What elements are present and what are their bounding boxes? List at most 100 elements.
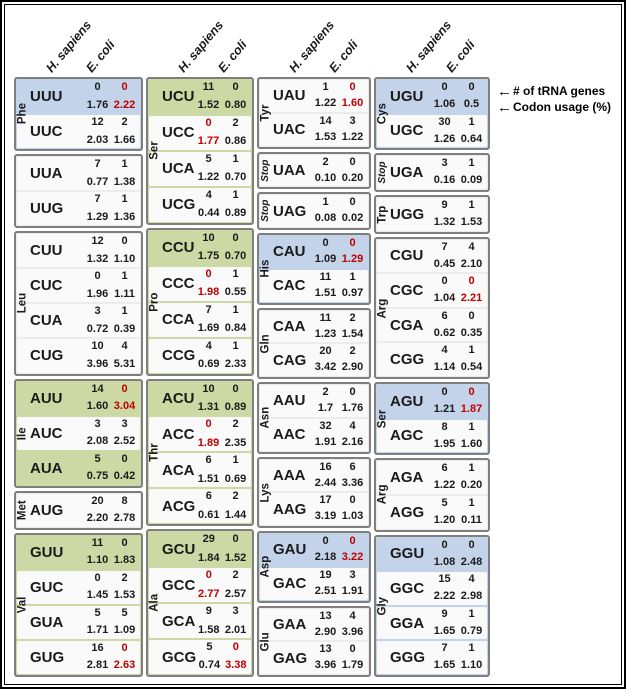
ec-trna-count: 1 (468, 496, 475, 509)
amino-acid-label: Ile (16, 426, 29, 440)
ec-codon-usage: 0.97 (341, 286, 364, 299)
ec-trna-count: 0 (232, 382, 239, 395)
hs-trna-count: 19 (319, 568, 332, 581)
codon-row-aaa: AAA 16 2.44 6 3.36 (260, 459, 368, 492)
hs-trna-count: 7 (205, 303, 212, 316)
hs-values: 1 0.08 (312, 195, 339, 227)
codon-label: AUA (30, 459, 63, 477)
hs-values: 32 1.91 (312, 419, 339, 451)
species-label-ecoli: E. coli (443, 37, 478, 75)
hs-codon-usage: 1.52 (197, 99, 220, 112)
codon-row-gug: GUG 16 2.81 0 2.63 (17, 640, 140, 674)
hs-codon-usage: 2.51 (314, 584, 337, 597)
codon-label: GUU (30, 543, 64, 561)
codon-row-uca: UCA 5 1.22 1 0.70 (149, 151, 251, 186)
ec-trna-count: 0 (121, 382, 128, 395)
codon-label: CUC (30, 277, 63, 295)
hs-trna-count: 0 (441, 81, 448, 93)
ec-codon-usage: 0.20 (460, 479, 483, 492)
ec-values: 3 1.91 (339, 568, 366, 600)
ec-values: 0 1.87 (458, 385, 485, 418)
codon-row-ugg: UGG 9 1.32 1 1.53 (377, 197, 487, 231)
hs-trna-count: 5 (205, 152, 212, 165)
ec-codon-usage: 2.22 (113, 98, 136, 111)
ec-trna-count: 0 (349, 196, 356, 209)
codon-row-gcu: GCU 29 1.84 0 1.52 (149, 532, 251, 566)
amino-acid-label: Asp (259, 555, 272, 578)
codon-label: CGA (390, 316, 424, 334)
ec-trna-count: 4 (349, 419, 356, 432)
ec-trna-count: 0 (349, 155, 356, 168)
ec-trna-count: 1 (232, 267, 239, 280)
hs-trna-count: 17 (319, 494, 332, 507)
ec-values: 3 1.22 (339, 114, 366, 146)
hs-values: 0 1.76 (84, 80, 111, 113)
ec-trna-count: 4 (468, 573, 475, 586)
ec-values: 0 0.70 (222, 231, 249, 265)
codon-row-cua: CUA 3 0.72 1 0.39 (17, 304, 140, 338)
hs-trna-count: 30 (438, 115, 451, 128)
ec-trna-count: 0 (468, 309, 475, 322)
codon-row-cau: CAU 0 1.09 0 1.29 (260, 236, 368, 268)
ec-trna-count: 1 (121, 193, 128, 206)
codon-row-aca: ACA 6 1.51 1 0.69 (149, 453, 251, 488)
ec-values: 1 0.79 (458, 607, 485, 640)
codon-row-cug: CUG 10 3.96 4 5.31 (17, 339, 140, 373)
hs-codon-usage: 0.69 (198, 357, 220, 370)
hs-codon-usage: 1.20 (433, 513, 456, 526)
ec-trna-count: 2 (349, 345, 356, 358)
hs-codon-usage: 1.96 (86, 287, 109, 300)
hs-trna-count: 20 (91, 494, 104, 507)
hs-values: 9 1.58 (195, 604, 222, 638)
ec-values: 2 2.35 (222, 417, 249, 451)
hs-trna-count: 0 (94, 571, 101, 584)
codon-row-agc: AGC 8 1.95 1 1.60 (377, 419, 487, 453)
codon-row-gua: GUA 5 1.71 5 1.09 (17, 605, 140, 639)
ec-values: 0 1.83 (111, 536, 138, 569)
hs-codon-usage: 0.62 (433, 326, 456, 339)
ec-trna-count: 1 (468, 198, 475, 211)
left-arrow-icon: ← (497, 82, 512, 100)
hs-values: 0 1.06 (431, 80, 458, 113)
hs-codon-usage: 1.23 (314, 327, 337, 340)
ec-codon-usage: 2.35 (224, 436, 247, 449)
codon-row-aau: AAU 2 1.7 0 1.76 (260, 385, 368, 417)
hs-trna-count: 0 (94, 270, 101, 283)
hs-values: 19 2.51 (312, 568, 339, 600)
hs-values: 0 1.77 (195, 116, 222, 150)
codon-box-asp-gau: Asp GAU 0 2.18 0 3.22 GAC 19 2.51 3 1.91 (257, 531, 371, 603)
hs-codon-usage: 1.75 (197, 250, 220, 263)
codon-label: ACU (162, 389, 195, 407)
ec-values: 4 5.31 (111, 339, 138, 372)
hs-codon-usage: 0.75 (86, 470, 109, 483)
codon-table: Phe UUU 0 1.76 0 2.22 UUC 12 2.03 2 1.66 UUA 7 0.77 1 1… (14, 77, 621, 677)
codon-row-cga: CGA 6 0.62 0 0.35 (377, 308, 487, 342)
ec-codon-usage: 1.29 (341, 253, 364, 266)
hs-codon-usage: 2.90 (314, 625, 337, 638)
codon-label: UUG (30, 200, 64, 218)
codon-box-val-guu: Val GUU 11 1.10 0 1.83 GUC 0 1.45 2 1.53 GUA 5 1.71 5 1… (14, 532, 143, 677)
hs-trna-count: 29 (202, 533, 215, 546)
ec-trna-count: 1 (232, 303, 239, 316)
ec-values: 2 1.54 (339, 311, 366, 343)
hs-values: 7 0.45 (431, 240, 458, 273)
codon-row-uac: UAC 14 1.53 3 1.22 (260, 113, 368, 146)
codon-box-his-cau: His CAU 0 1.09 0 1.29 CAC 11 1.51 1 0.97 (257, 233, 371, 305)
hs-values: 0 1.98 (195, 267, 222, 301)
ec-trna-count: 1 (121, 158, 128, 171)
ec-trna-count: 4 (349, 609, 356, 622)
hs-values: 30 1.26 (431, 115, 458, 148)
ec-codon-usage: 2.52 (113, 435, 136, 448)
hs-codon-usage: 0.45 (433, 257, 456, 270)
codon-label: CCG (162, 347, 196, 365)
codon-row-gga: GGA 9 1.65 1 0.79 (377, 606, 487, 640)
ec-codon-usage: 3.36 (341, 476, 364, 489)
hs-trna-count: 4 (205, 339, 212, 352)
codon-box-cys-ugu: Cys UGU 0 1.06 0 0.5 UGC 30 1.26 1 0.64 (374, 77, 490, 151)
ec-codon-usage: 0.79 (460, 624, 483, 637)
ec-codon-usage: 1.54 (341, 327, 364, 340)
hs-codon-usage: 3.19 (314, 510, 337, 523)
codon-label: AAU (273, 392, 306, 410)
hs-codon-usage: 1.71 (86, 624, 109, 637)
